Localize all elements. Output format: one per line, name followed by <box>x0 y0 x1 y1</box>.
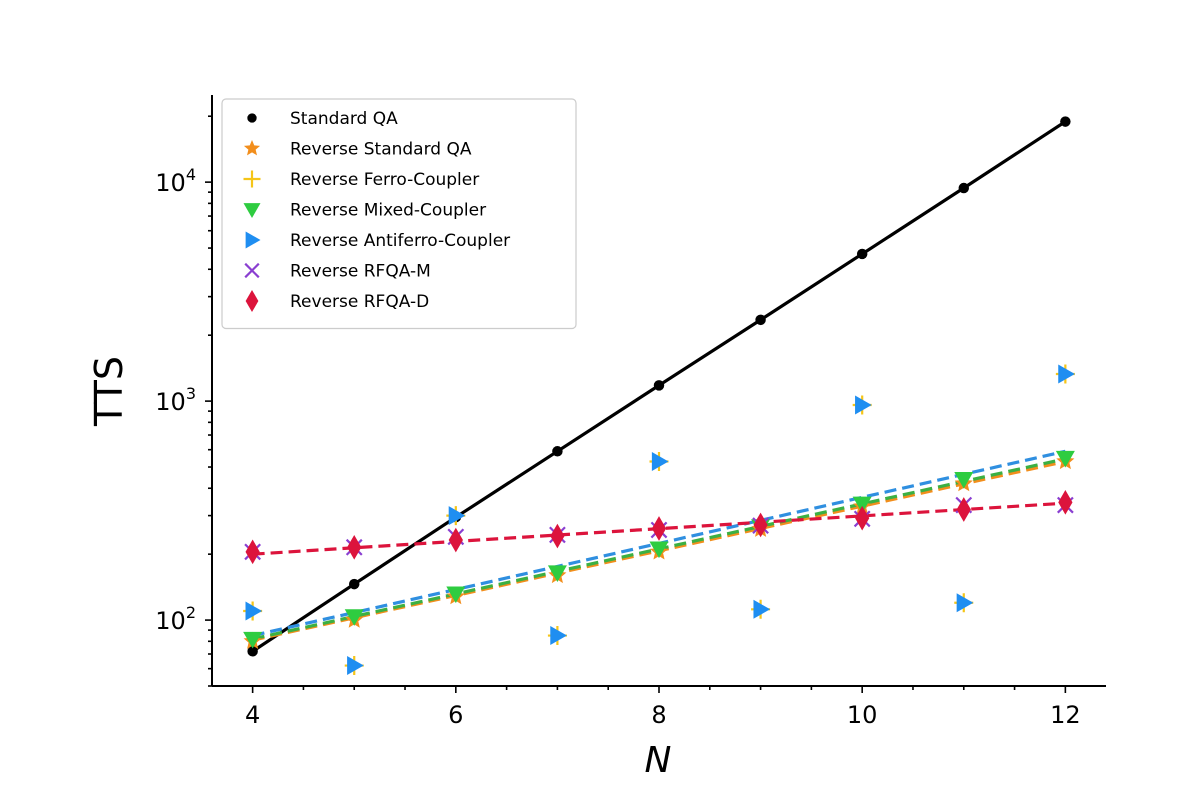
data-point-4-0 <box>245 601 263 621</box>
data-point-6-3 <box>550 523 565 549</box>
legend-marker-3 <box>243 203 261 218</box>
y-tick-label-2: 104 <box>155 165 196 197</box>
x-axis-label: N <box>645 740 672 781</box>
data-point-6-5 <box>753 512 768 538</box>
legend-label-6: Reverse RFQA-D <box>290 292 429 312</box>
data-point-6-0 <box>245 539 260 565</box>
data-point-3-6 <box>852 496 872 514</box>
data-point-4-2 <box>448 506 466 526</box>
data-point-6-7 <box>956 497 971 522</box>
legend-marker-4 <box>245 231 261 249</box>
data-point-4-7 <box>956 593 974 613</box>
data-point-3-4 <box>649 541 669 559</box>
legend-marker-5 <box>244 262 260 279</box>
y-tick-base: 10 <box>155 607 186 635</box>
data-point-0-5 <box>755 314 766 326</box>
legend-marker-1 <box>243 140 261 156</box>
data-point-0-3 <box>552 446 563 457</box>
legend-label-5: Reverse RFQA-M <box>290 262 431 282</box>
data-point-6-8 <box>1058 489 1073 515</box>
series-4-points <box>245 364 1075 676</box>
y-tick-exponent: 2 <box>186 603 196 622</box>
data-point-3-1 <box>344 609 364 626</box>
series-6-points <box>245 489 1073 565</box>
data-point-0-6 <box>856 248 868 260</box>
data-point-0-7 <box>958 182 969 194</box>
legend-label-0: Standard QA <box>290 109 398 129</box>
data-point-3-7 <box>954 472 974 489</box>
legend-label-4: Reverse Antiferro-Coupler <box>290 231 510 251</box>
legend-marker-0 <box>247 113 257 123</box>
y-tick-label-0: 102 <box>155 603 196 635</box>
data-point-4-4 <box>651 451 669 471</box>
data-point-6-4 <box>651 516 667 541</box>
legend: Standard QA Reverse Standard QA Reverse Fe… <box>221 98 577 330</box>
series-0-points <box>247 116 1071 657</box>
data-point-4-8 <box>1058 364 1075 384</box>
x-tick-label-1: 6 <box>448 701 463 729</box>
data-point-3-8 <box>1055 450 1075 468</box>
data-point-6-2 <box>448 527 463 553</box>
data-point-0-8 <box>1060 116 1071 127</box>
y-tick-exponent: 3 <box>186 384 196 403</box>
legend-marker-2 <box>243 170 261 188</box>
data-point-3-2 <box>446 586 466 604</box>
y-tick-base: 10 <box>155 388 186 416</box>
legend-label-1: Reverse Standard QA <box>290 140 472 160</box>
data-point-3-3 <box>547 565 567 582</box>
x-tick-label-4: 12 <box>1050 701 1081 729</box>
plot-area <box>243 116 1075 676</box>
data-point-0-1 <box>349 578 360 590</box>
legend-label-2: Reverse Ferro-Coupler <box>290 170 479 190</box>
x-tick-label-2: 8 <box>651 701 666 729</box>
y-tick-exponent: 4 <box>186 165 196 184</box>
data-point-6-1 <box>347 534 362 560</box>
legend-label-3: Reverse Mixed-Coupler <box>290 201 486 221</box>
data-point-4-1 <box>347 656 364 676</box>
data-point-3-0 <box>243 631 263 649</box>
x-tick-label-3: 10 <box>847 701 878 729</box>
x-tick-label-0: 4 <box>245 701 260 729</box>
legend-box <box>221 98 577 330</box>
data-point-4-6 <box>855 395 872 415</box>
data-point-6-6 <box>855 505 870 531</box>
data-point-4-3 <box>550 626 567 646</box>
data-point-4-5 <box>753 599 771 619</box>
y-tick-label-1: 103 <box>155 384 196 416</box>
data-point-0-0 <box>247 646 258 657</box>
y-tick-base: 10 <box>155 169 186 197</box>
data-point-0-4 <box>653 380 665 391</box>
y-axis-label: TTS <box>87 356 131 427</box>
series-3-points <box>243 450 1075 649</box>
legend-marker-6 <box>245 289 259 313</box>
